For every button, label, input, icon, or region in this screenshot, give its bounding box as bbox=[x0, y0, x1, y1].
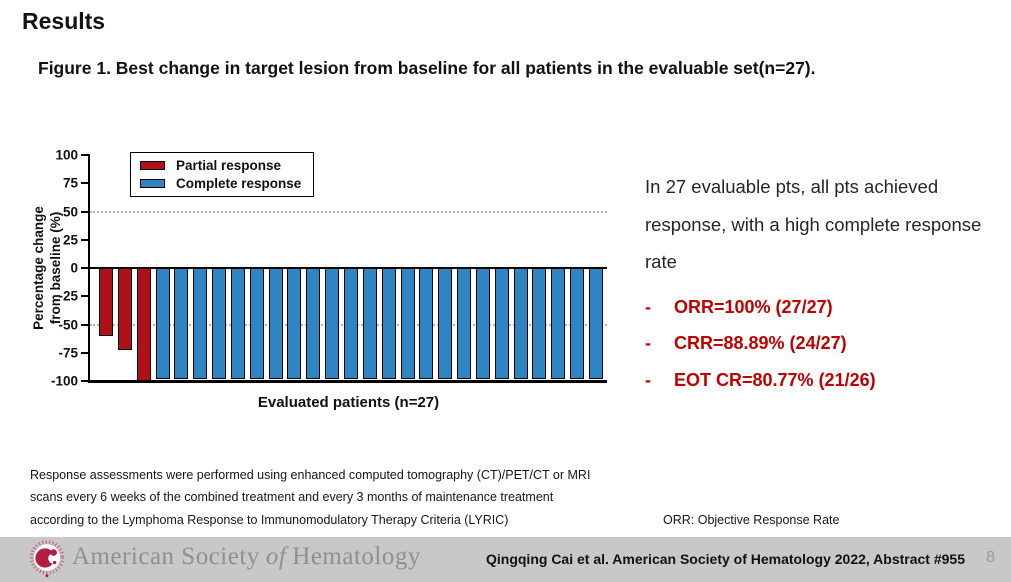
eot-cr-value: EOT CR=80.77% (21/26) bbox=[674, 369, 876, 390]
methods-footnote: Response assessments were performed usin… bbox=[30, 464, 590, 531]
patient-bar-27-complete bbox=[588, 268, 603, 379]
patient-bar-10-complete bbox=[268, 268, 283, 379]
y-tick-mark bbox=[81, 380, 90, 382]
y-tick-mark bbox=[81, 210, 90, 213]
footnote-line: Response assessments were performed usin… bbox=[30, 468, 591, 482]
orr-value: ORR=100% (27/27) bbox=[674, 296, 833, 317]
bullet-crr: - CRR=88.89% (24/27) bbox=[645, 325, 1007, 362]
patient-bar-18-complete bbox=[419, 268, 434, 379]
patient-bar-7-complete bbox=[212, 268, 227, 379]
y-tick-label: 75 bbox=[62, 175, 78, 191]
results-panel: In 27 evaluable pts, all pts achieved re… bbox=[645, 168, 1007, 398]
figure-caption: Figure 1. Best change in target lesion f… bbox=[38, 58, 816, 78]
legend-swatch-complete bbox=[140, 179, 165, 188]
patient-bar-5-complete bbox=[174, 268, 189, 379]
patient-bar-14-complete bbox=[343, 268, 358, 379]
y-tick-mark bbox=[81, 182, 90, 185]
patient-bar-15-complete bbox=[362, 268, 377, 379]
patient-bar-6-complete bbox=[193, 268, 208, 379]
bar-chart-plot: Percentage change from baseline (%) Part… bbox=[31, 148, 607, 411]
y-tick-label: -100 bbox=[50, 373, 78, 389]
citation-text: Qingqing Cai et al. American Society of … bbox=[486, 551, 966, 567]
patient-bar-1-partial bbox=[99, 268, 113, 336]
bullet-orr: - ORR=100% (27/27) bbox=[645, 289, 1007, 326]
patient-bar-25-complete bbox=[551, 268, 566, 379]
y-tick-label: -75 bbox=[58, 345, 78, 361]
patient-bar-26-complete bbox=[570, 268, 585, 379]
results-text-line: rate bbox=[645, 251, 677, 272]
page-title: Results bbox=[22, 8, 106, 34]
y-tick-label: 25 bbox=[62, 232, 78, 248]
legend-label-partial: Partial response bbox=[176, 158, 282, 173]
ash-brand-text: American Society of Hematology bbox=[72, 543, 421, 571]
y-axis-label-line2: from baseline (%) bbox=[48, 211, 63, 325]
y-tick-mark bbox=[81, 323, 90, 326]
x-axis-label: Evaluated patients (n=27) bbox=[257, 394, 440, 411]
y-tick-label: -50 bbox=[58, 317, 78, 332]
patient-bar-8-complete bbox=[230, 268, 245, 379]
y-axis-label-line1: Percentage change bbox=[31, 206, 46, 330]
legend-row-complete: Complete response bbox=[140, 176, 301, 191]
y-tick-mark bbox=[81, 351, 90, 354]
legend-label-complete: Complete response bbox=[176, 176, 302, 191]
ash-logo-icon bbox=[29, 539, 65, 582]
results-text-line: In 27 evaluable pts, all pts achieved bbox=[645, 176, 939, 197]
patient-bar-2-partial bbox=[117, 268, 132, 351]
abbreviation-orr: ORR: Objective Response Rate bbox=[663, 512, 840, 527]
crr-value: CRR=88.89% (24/27) bbox=[674, 333, 847, 353]
patient-bar-9-complete bbox=[249, 268, 264, 379]
legend-row-partial: Partial response bbox=[140, 158, 301, 173]
footer-bar: American Society of Hematology Qingqing Ca… bbox=[0, 537, 1011, 582]
y-tick-mark bbox=[81, 154, 90, 156]
patient-bar-24-complete bbox=[532, 268, 547, 379]
zero-baseline bbox=[90, 267, 607, 269]
y-tick-label: 0 bbox=[70, 260, 78, 276]
patient-bar-3-partial bbox=[136, 268, 151, 381]
y-tick-label: 50 bbox=[62, 204, 78, 219]
brand-of: of bbox=[265, 543, 287, 570]
footnote-line: according to the Lymphoma Response to Im… bbox=[30, 512, 509, 527]
footnote-line: scans every 6 weeks of the combined trea… bbox=[30, 490, 554, 505]
x-axis-line bbox=[87, 379, 607, 383]
patient-bar-16-complete bbox=[381, 268, 396, 379]
patient-bar-22-complete bbox=[494, 268, 509, 379]
legend-swatch-partial bbox=[140, 161, 165, 170]
brand-pre: American Society bbox=[72, 543, 260, 570]
bars-container bbox=[99, 268, 603, 381]
patient-bar-11-complete bbox=[287, 268, 302, 379]
y-tick-label: -25 bbox=[58, 288, 78, 304]
bullet-dash: - bbox=[645, 333, 651, 353]
y-tick-mark bbox=[81, 267, 90, 269]
patient-bar-13-complete bbox=[325, 268, 340, 379]
bullet-dash: - bbox=[645, 296, 651, 317]
y-tick-label: 100 bbox=[55, 147, 78, 163]
abbreviation-definitions: ORR: Objective Response Rate CRR: Comple… bbox=[663, 464, 848, 582]
bullet-eot-cr: - EOT CR=80.77% (21/26) bbox=[645, 362, 1007, 399]
results-text-line: response, with a high complete response bbox=[645, 213, 982, 235]
dotted-gridline bbox=[90, 210, 607, 213]
patient-bar-20-complete bbox=[457, 268, 472, 379]
patient-bar-19-complete bbox=[438, 268, 453, 379]
bullet-dash: - bbox=[645, 369, 651, 390]
chart-legend: Partial response Complete response bbox=[130, 152, 315, 197]
y-tick-mark bbox=[81, 238, 90, 241]
patient-bar-21-complete bbox=[475, 268, 490, 379]
patient-bar-17-complete bbox=[400, 268, 415, 379]
brand-post: Hematology bbox=[292, 543, 421, 570]
patient-bar-4-complete bbox=[155, 268, 170, 379]
patient-bar-23-complete bbox=[513, 268, 528, 379]
patient-bar-12-complete bbox=[306, 268, 321, 379]
results-bullet-list: - ORR=100% (27/27) - CRR=88.89% (24/27) … bbox=[645, 289, 1007, 399]
page-number: 8 bbox=[986, 549, 995, 566]
y-tick-mark bbox=[81, 295, 90, 298]
